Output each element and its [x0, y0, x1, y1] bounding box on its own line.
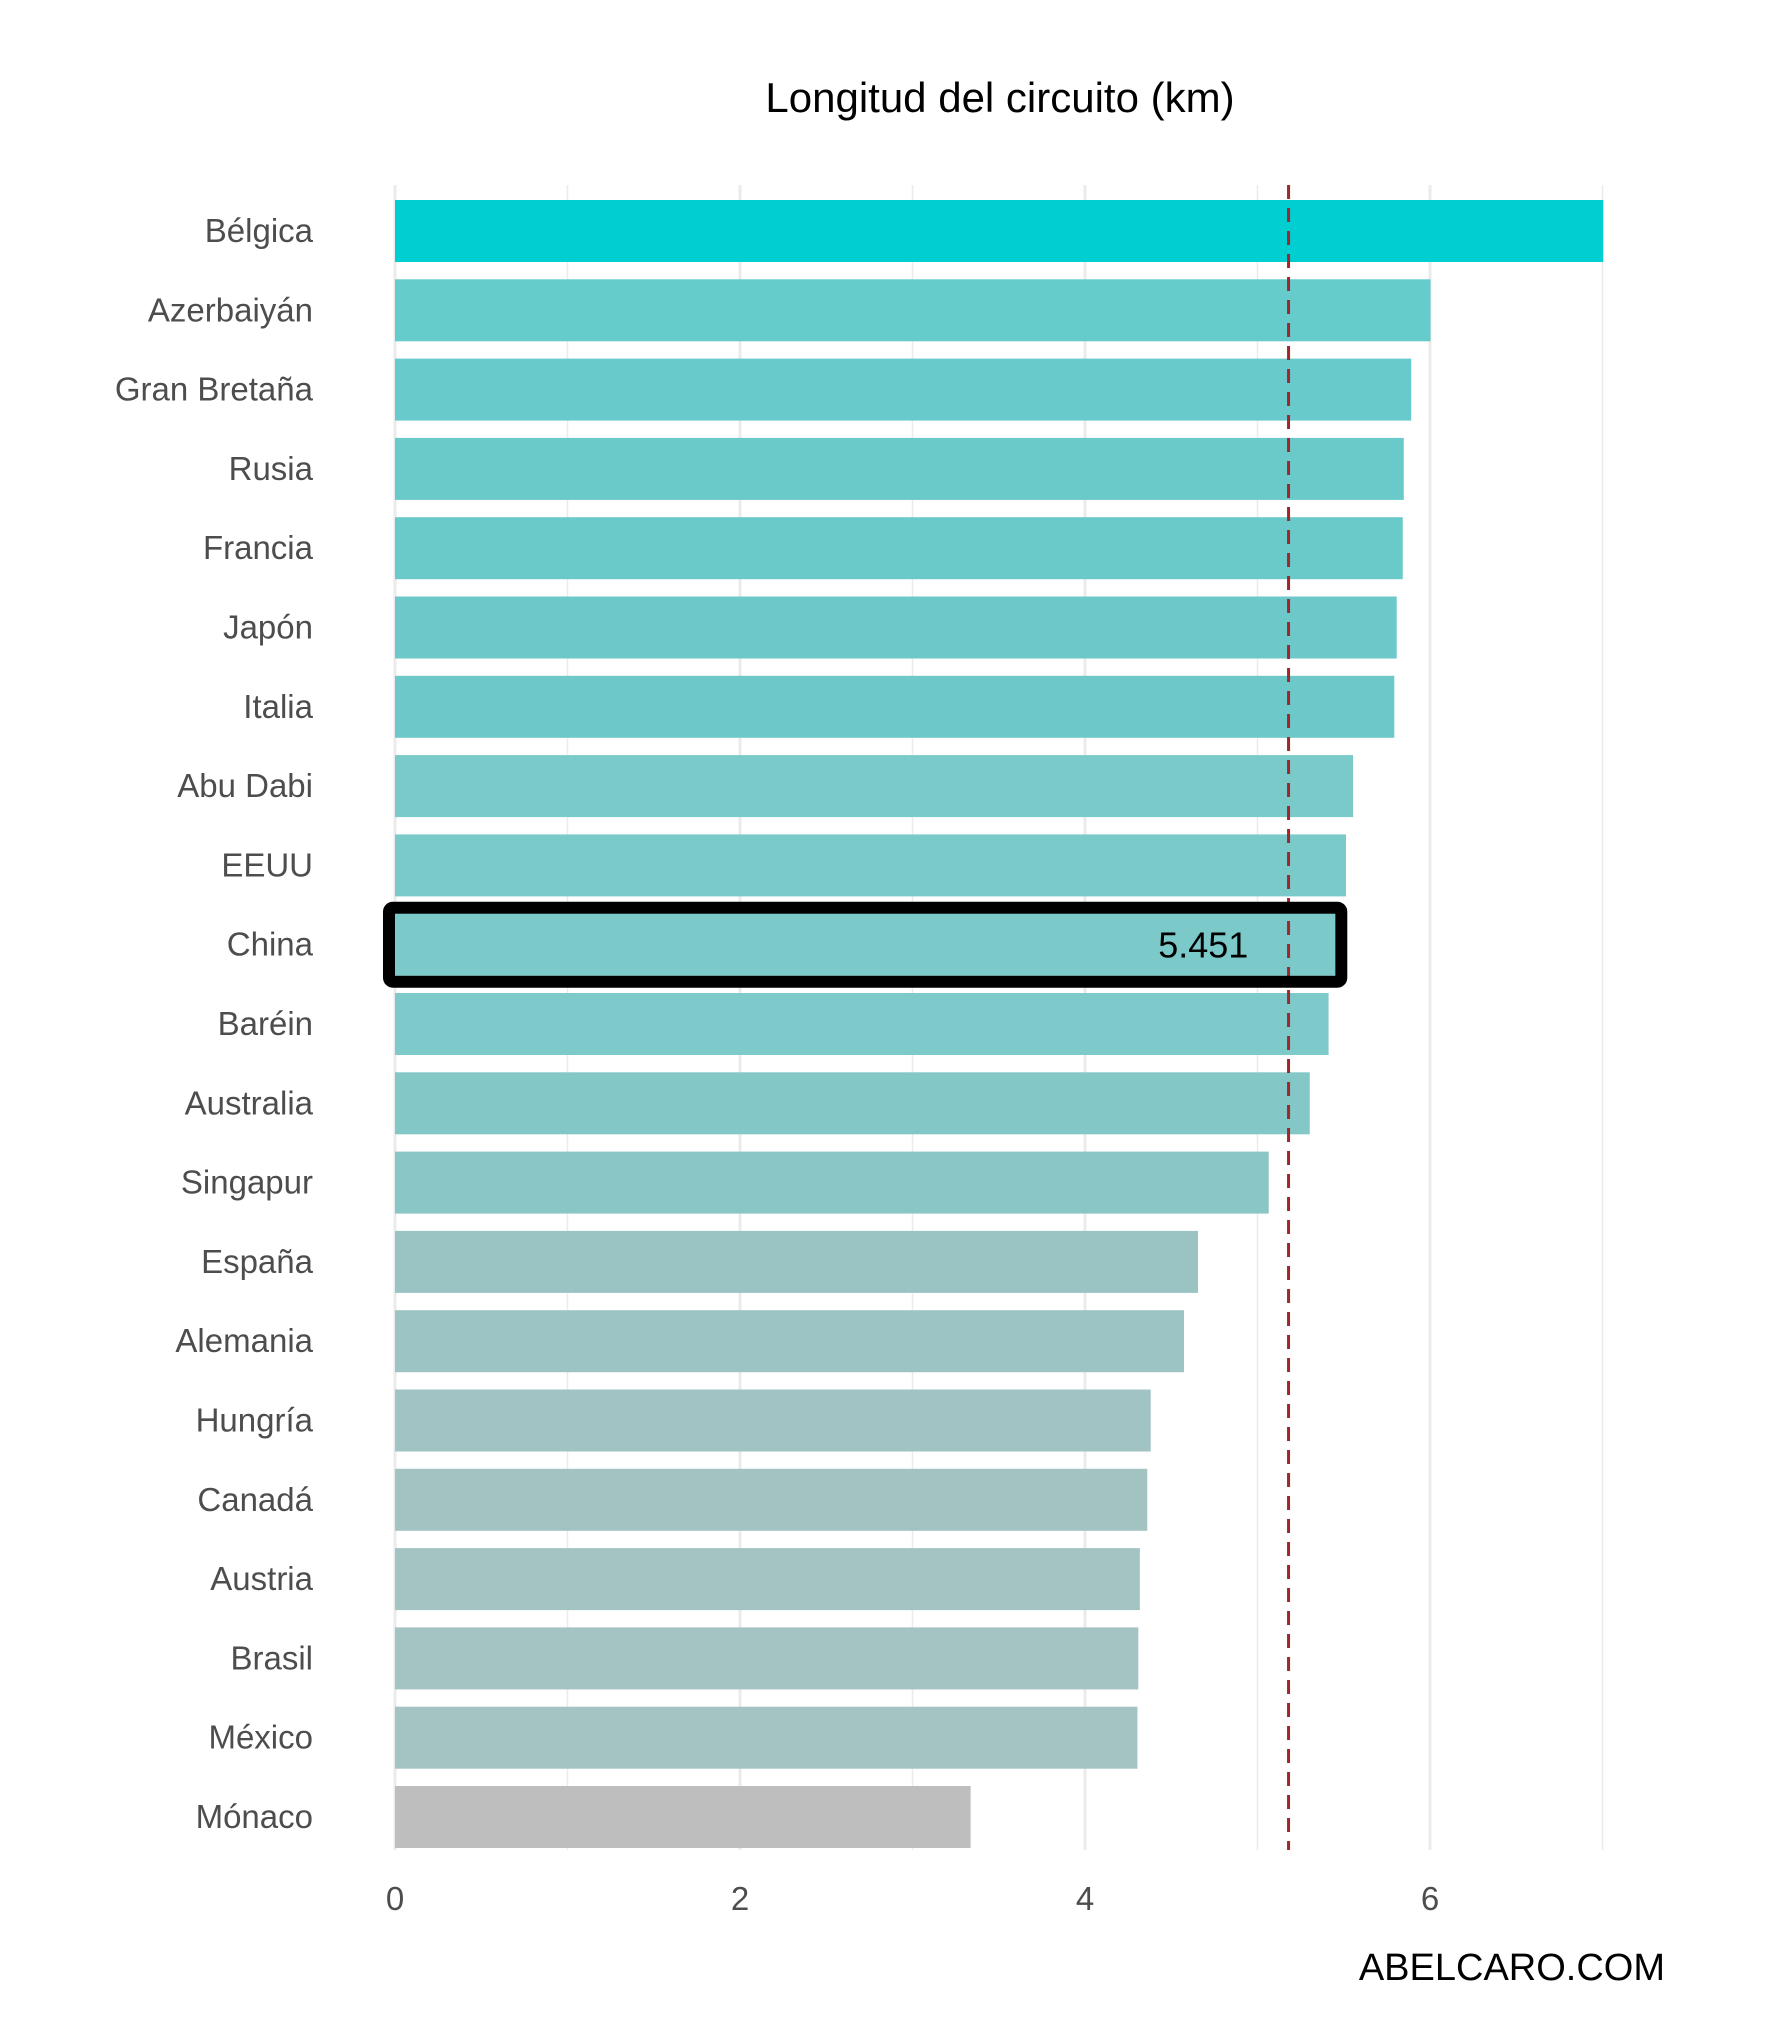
category-label: Abu Dabi: [177, 767, 313, 804]
bar: [395, 596, 1397, 659]
bar: [395, 200, 1604, 262]
category-label: Bélgica: [205, 212, 314, 249]
bar: [395, 675, 1395, 738]
bar: [395, 279, 1431, 342]
chart-title: Longitud del circuito (km): [765, 74, 1234, 121]
category-label: Baréin: [218, 1005, 313, 1042]
bar: [395, 1786, 971, 1848]
bar: [395, 755, 1354, 818]
category-label: México: [208, 1719, 313, 1756]
bar: [395, 1706, 1138, 1769]
bar: [395, 437, 1404, 500]
bar: [395, 1230, 1198, 1293]
bar: [395, 1310, 1185, 1373]
highlight-box: [383, 901, 1348, 988]
category-label: China: [227, 926, 314, 963]
bar: [395, 1627, 1139, 1690]
bars: [395, 200, 1604, 1848]
category-label: EEUU: [221, 846, 313, 883]
x-tick-label: 0: [386, 1880, 404, 1917]
category-label: Singapur: [181, 1164, 313, 1201]
category-label: Alemania: [175, 1322, 313, 1359]
category-label: Austria: [210, 1560, 313, 1597]
category-labels: Bélgica Azerbaiyán Gran Bretaña Rusia Franci…: [115, 212, 314, 1835]
bar: [395, 1548, 1140, 1611]
category-label: Japón: [223, 609, 313, 646]
watermark: ABELCARO.COM: [1359, 1947, 1665, 1989]
bar: [395, 1151, 1269, 1214]
category-label: Canadá: [197, 1481, 313, 1518]
value-label: 5.451: [1158, 925, 1248, 966]
category-label: Gran Bretaña: [115, 371, 314, 408]
x-tick-label: 6: [1421, 1880, 1439, 1917]
category-label: Australia: [185, 1084, 314, 1121]
category-label: Italia: [243, 688, 313, 725]
bar: [395, 1468, 1148, 1531]
bar: [395, 1389, 1151, 1452]
x-tick-label: 2: [731, 1880, 749, 1917]
bar: [395, 1072, 1310, 1135]
category-label: España: [201, 1243, 314, 1280]
category-label: Mónaco: [196, 1798, 313, 1835]
category-label: Francia: [203, 529, 314, 566]
bar: [395, 834, 1346, 897]
category-label: Azerbaiyán: [148, 291, 313, 328]
category-label: Rusia: [229, 450, 314, 487]
x-tick-label: 4: [1076, 1880, 1094, 1917]
x-axis-ticks: 0 2 4 6: [386, 1880, 1439, 1917]
highlight-group: 5.451: [383, 901, 1348, 988]
bar: [395, 517, 1403, 580]
bar: [395, 358, 1412, 421]
bar: [395, 993, 1329, 1055]
category-label: Hungría: [196, 1402, 314, 1439]
category-label: Brasil: [230, 1639, 313, 1676]
bar: [395, 913, 1336, 976]
